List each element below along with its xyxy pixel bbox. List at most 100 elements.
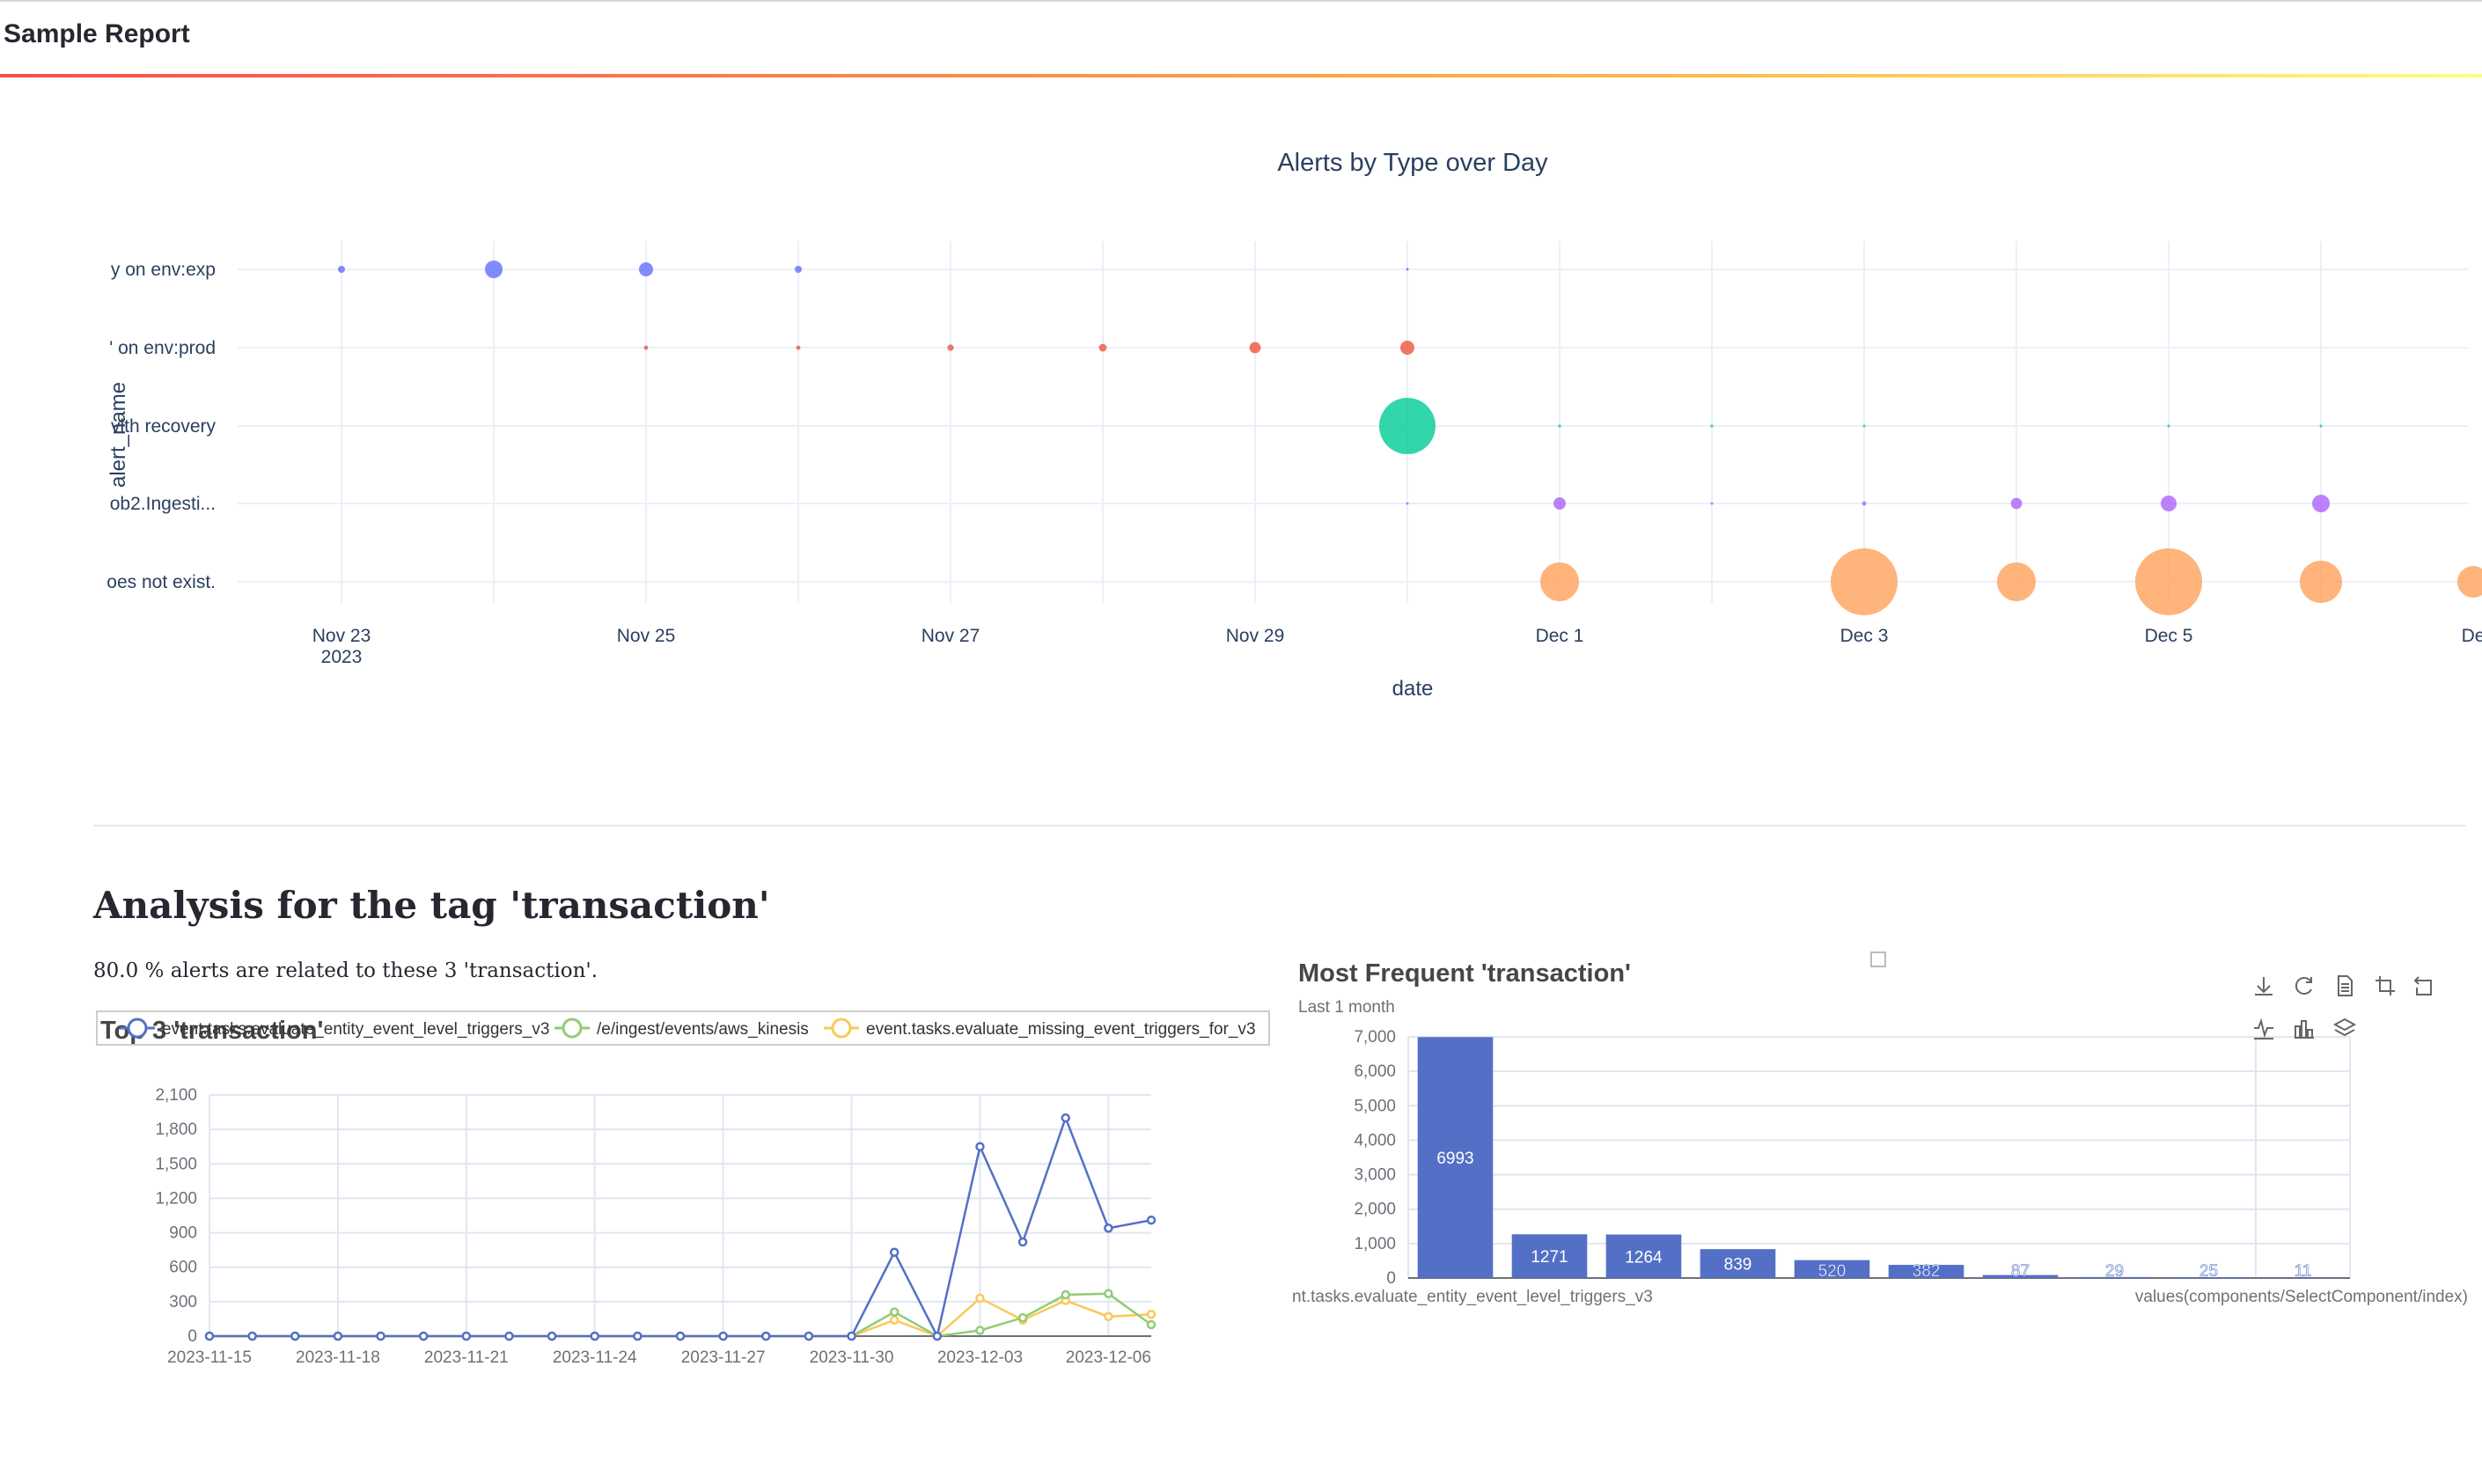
- bar-chart-x-label-last: values(components/SelectComponent/index): [2135, 1288, 2468, 1306]
- bubble-chart-marks: [338, 261, 2482, 615]
- line-chart-legend[interactable]: event.tasks.evaluate_entity_event_level_…: [120, 1017, 1256, 1039]
- legend-circle-icon: [831, 1017, 852, 1039]
- bar-y-tick-label: 6,000: [1354, 1062, 1396, 1081]
- bubble-point: [1710, 424, 1714, 428]
- line-point: [804, 1331, 814, 1341]
- bubble-point: [1553, 497, 1566, 510]
- bar-value-label: 839: [1724, 1256, 1752, 1275]
- bar-switch-icon[interactable]: [2295, 1020, 2314, 1039]
- bar-chart-grid: [1407, 1036, 2351, 1279]
- bubble-chart-y-title: alert_name: [106, 382, 130, 488]
- line-chart-y-axis: 2,100 1,800 1,500 1,200 900 600 300 0: [155, 1086, 197, 1346]
- bar-y-tick-label: 0: [1386, 1269, 1396, 1288]
- bubble-point: [2135, 548, 2202, 615]
- bubble-point: [2010, 497, 2023, 510]
- bubble-point: [2312, 495, 2330, 512]
- bar-value-label: 520: [1818, 1262, 1847, 1281]
- line-y-tick-label: 300: [169, 1293, 197, 1311]
- bubble-point: [1710, 502, 1714, 505]
- bubble-x-tick-label: Nov 27: [922, 626, 980, 646]
- bar-chart-x-label-first: nt.tasks.evaluate_entity_event_level_tri…: [1292, 1288, 1653, 1306]
- line-point: [1104, 1223, 1113, 1233]
- bar-y-tick-label: 4,000: [1354, 1131, 1396, 1150]
- line-y-tick-label: 0: [187, 1327, 197, 1346]
- line-y-tick-label: 2,100: [155, 1086, 197, 1105]
- line-point: [333, 1331, 343, 1341]
- line-chart-marks: [204, 1113, 1157, 1341]
- bubble-point: [1540, 562, 1579, 601]
- line-y-tick-label: 900: [169, 1224, 197, 1243]
- line-point: [975, 1326, 985, 1335]
- line-point: [461, 1331, 472, 1341]
- line-x-tick-label: 2023-11-18: [296, 1348, 380, 1367]
- download-icon[interactable]: [2255, 977, 2273, 995]
- stack-icon[interactable]: [2332, 1017, 2357, 1037]
- bubble-point: [796, 345, 801, 350]
- legend-circle-icon: [127, 1017, 148, 1039]
- line-point: [675, 1331, 686, 1341]
- line-point: [932, 1331, 943, 1341]
- bubble-point: [947, 344, 954, 351]
- bar-chart-toolbox[interactable]: [2254, 975, 2432, 1040]
- bar-y-tick-label: 1,000: [1354, 1235, 1396, 1253]
- line-point: [1104, 1289, 1113, 1298]
- bar-value-label: 29: [2105, 1262, 2124, 1281]
- bubble-point: [1406, 268, 1409, 271]
- bar-y-tick-label: 7,000: [1354, 1028, 1396, 1047]
- line-point: [418, 1331, 429, 1341]
- bar: [1511, 1234, 1588, 1278]
- line-x-tick-label: 2023-11-24: [553, 1348, 637, 1367]
- line-point: [889, 1247, 900, 1258]
- bubble-point: [338, 266, 345, 273]
- zoom-icon[interactable]: [2376, 976, 2395, 995]
- bubble-point: [1400, 341, 1414, 355]
- line-point: [889, 1315, 900, 1325]
- bar-value-label: 25: [2199, 1262, 2218, 1281]
- bubble-point: [2300, 561, 2342, 603]
- refresh-icon[interactable]: [2295, 977, 2312, 995]
- legend-circle-icon: [562, 1017, 583, 1039]
- data-view-icon[interactable]: [2338, 975, 2353, 996]
- bubble-x-tick-label: Nov 23: [312, 626, 371, 646]
- line-x-tick-label: 2023-11-27: [681, 1348, 766, 1367]
- line-point: [633, 1331, 643, 1341]
- line-switch-icon[interactable]: [2254, 1017, 2273, 1040]
- line-point: [376, 1331, 386, 1341]
- bar-y-tick-label: 2,000: [1354, 1201, 1396, 1219]
- bar-y-tick-label: 5,000: [1354, 1097, 1396, 1115]
- line-point: [590, 1331, 599, 1341]
- bubble-point: [795, 266, 802, 273]
- bubble-y-tick-label: vith recovery: [111, 416, 217, 437]
- line-point: [204, 1331, 215, 1341]
- line-x-tick-label: 2023-11-30: [810, 1348, 894, 1367]
- most-frequent-bar-chart[interactable]: Most Frequent 'transaction' Last 1 month…: [1285, 942, 2475, 1320]
- line-y-tick-label: 1,200: [155, 1189, 197, 1208]
- line-point: [847, 1331, 856, 1341]
- bubble-x-tick-year: 2023: [321, 647, 363, 667]
- bubble-point: [1406, 502, 1409, 505]
- alerts-bubble-chart[interactable]: Alerts by Type over Day y on env:exp ' on…: [0, 132, 2482, 722]
- bubble-x-tick-label: Dec 5: [2145, 626, 2193, 646]
- bubble-point: [485, 261, 503, 278]
- bar-value-label: 1271: [1531, 1248, 1568, 1267]
- line-point: [718, 1331, 728, 1341]
- header-decoration-bar: [0, 74, 2482, 77]
- bubble-y-tick-label: y on env:exp: [111, 260, 216, 280]
- bubble-point: [2167, 424, 2170, 428]
- top-border: [0, 0, 2482, 2]
- checkbox-icon[interactable]: [1870, 951, 1886, 967]
- line-y-tick-label: 1,500: [155, 1155, 197, 1173]
- zoom-reset-icon[interactable]: [2413, 976, 2432, 995]
- bubble-point: [1997, 562, 2036, 601]
- line-x-tick-label: 2023-12-03: [937, 1348, 1023, 1367]
- line-series: [209, 1114, 1152, 1340]
- line-point: [1104, 1311, 1113, 1322]
- bubble-x-tick-label: De: [2462, 626, 2482, 646]
- line-point: [504, 1331, 514, 1341]
- top3-line-chart[interactable]: 2,100 1,800 1,500 1,200 900 600 300 0 2023-11-1…: [93, 1000, 1273, 1378]
- line-point: [1061, 1113, 1070, 1123]
- bubble-chart-x-title: date: [1392, 677, 1434, 701]
- line-point: [975, 1142, 985, 1151]
- line-point: [1061, 1289, 1070, 1300]
- bubble-x-tick-label: Dec 3: [1840, 626, 1889, 646]
